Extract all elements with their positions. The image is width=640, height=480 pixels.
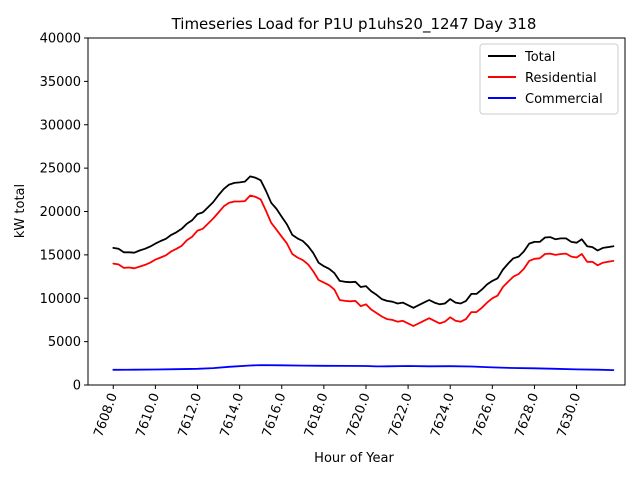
legend-label-residential: Residential — [525, 71, 597, 86]
x-tick-label: 7614.0 — [218, 391, 248, 439]
x-axis-label: Hour of Year — [314, 451, 394, 466]
x-tick-label: 7618.0 — [302, 391, 332, 439]
series-line-residential — [112, 194, 615, 327]
y-tick-label: 35000 — [40, 75, 81, 90]
y-tick-label: 40000 — [40, 32, 81, 47]
x-tick-label: 7608.0 — [91, 391, 121, 439]
x-tick-label: 7628.0 — [513, 391, 543, 439]
x-tick-label: 7626.0 — [470, 391, 500, 439]
x-tick-label: 7630.0 — [555, 391, 585, 439]
y-axis-label: kW total — [13, 184, 28, 238]
legend-label-total: Total — [524, 50, 555, 65]
y-axis: 0 5000 10000 15000 20000 25000 30000 35000 40000 — [40, 32, 88, 394]
x-tick-label: 7610.0 — [133, 391, 163, 439]
series-line-total — [112, 175, 615, 309]
series-line-commercial — [112, 364, 615, 371]
legend: Total Residential Commercial — [479, 43, 619, 115]
y-tick-label: 20000 — [40, 205, 81, 220]
y-tick-label: 5000 — [48, 335, 81, 350]
y-tick-label: 15000 — [40, 248, 81, 263]
legend-label-commercial: Commercial — [525, 92, 603, 107]
x-tick-label: 7616.0 — [260, 391, 290, 439]
y-tick-label: 30000 — [40, 118, 81, 133]
x-tick-label: 7620.0 — [344, 391, 374, 439]
x-tick-label: 7624.0 — [428, 391, 458, 439]
legend-frame — [479, 43, 619, 115]
x-tick-label: 7622.0 — [386, 391, 416, 439]
y-tick-label: 25000 — [40, 162, 81, 177]
y-tick-label: 10000 — [40, 292, 81, 307]
x-axis: 7608.0 7610.0 7612.0 7614.0 7616.0 7618.0 7620… — [91, 385, 584, 439]
x-tick-label: 7612.0 — [176, 391, 206, 439]
y-tick-label: 0 — [73, 379, 81, 394]
series-layer — [112, 175, 615, 371]
chart-title: Timeseries Load for P1U p1uhs20_1247 Day… — [171, 15, 537, 34]
